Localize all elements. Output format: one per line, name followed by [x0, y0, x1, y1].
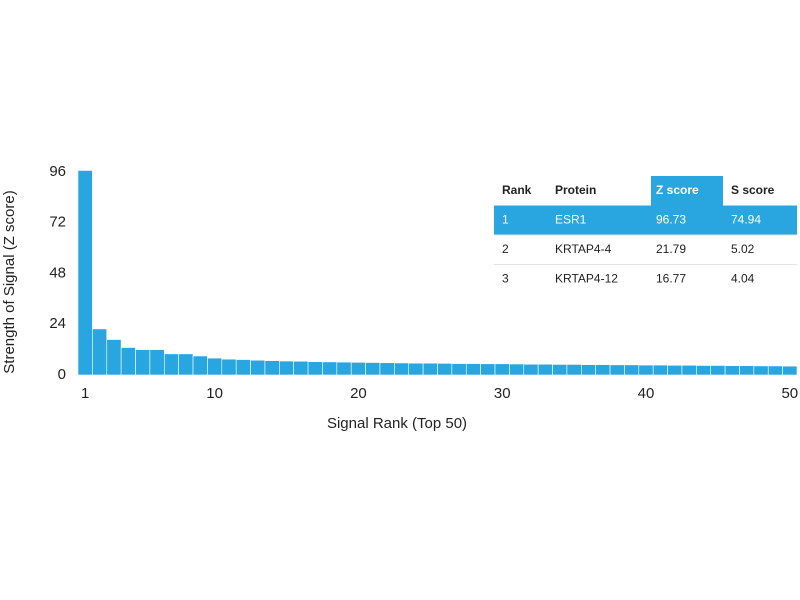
table-cell: 3: [502, 271, 509, 285]
bar: [149, 349, 165, 376]
x-tick-label: 10: [206, 385, 223, 402]
table-cell: 2: [502, 242, 509, 256]
bar: [609, 364, 625, 376]
bar: [365, 362, 381, 376]
y-axis-title: Strength of Signal (Z score): [1, 190, 18, 373]
bar: [681, 364, 697, 376]
x-tick-label: 40: [638, 385, 655, 402]
bar: [408, 362, 424, 376]
bar: [221, 358, 237, 376]
bar: [192, 355, 208, 376]
table-header: Rank: [502, 183, 532, 197]
table-header: Protein: [555, 183, 596, 197]
bar: [279, 360, 295, 376]
bar: [422, 362, 438, 376]
bar: [437, 363, 453, 376]
table-cell: 16.77: [656, 271, 686, 285]
x-tick-label: 50: [781, 385, 798, 402]
bar: [92, 328, 108, 376]
bar: [322, 361, 338, 376]
bar: [120, 347, 136, 376]
table-cell: 96.73: [656, 212, 686, 226]
bar: [293, 360, 309, 376]
x-tick-label: 1: [81, 385, 89, 402]
bar: [509, 363, 525, 376]
table-cell: 1: [502, 212, 509, 226]
bar: [106, 339, 122, 376]
bar: [77, 170, 93, 376]
table-cell: KRTAP4-12: [555, 271, 618, 285]
bar: [552, 364, 568, 376]
bar: [537, 363, 553, 376]
bar: [696, 365, 712, 376]
table-cell: 5.02: [731, 242, 755, 256]
table-cell: 4.04: [731, 271, 755, 285]
bar: [264, 360, 280, 376]
table-cell: 21.79: [656, 242, 686, 256]
x-axis-title: Signal Rank (Top 50): [327, 415, 467, 432]
bar: [782, 365, 798, 376]
bar: [566, 364, 582, 376]
table-header: S score: [731, 183, 775, 197]
bar: [580, 364, 596, 376]
y-tick-label: 96: [49, 163, 66, 180]
bar: [494, 363, 510, 376]
bar: [638, 364, 654, 376]
y-tick-label: 72: [49, 214, 66, 231]
bar: [480, 363, 496, 376]
x-tick-label: 20: [350, 385, 367, 402]
bar: [250, 359, 266, 376]
bar: [178, 353, 194, 376]
row-highlight: [494, 205, 797, 235]
bar: [336, 361, 352, 376]
bar: [753, 365, 769, 376]
bar: [667, 364, 683, 376]
bar: [652, 364, 668, 376]
bar: [595, 364, 611, 376]
bar: [710, 365, 726, 376]
table-cell: 74.94: [731, 212, 761, 226]
table-cell: KRTAP4-4: [555, 242, 612, 256]
table-header: Z score: [656, 183, 699, 197]
bar: [739, 365, 755, 376]
bar: [207, 357, 223, 376]
bar: [163, 353, 179, 376]
y-tick-label: 0: [58, 366, 66, 383]
bar: [451, 363, 467, 376]
y-tick-label: 48: [49, 264, 66, 281]
bar: [624, 364, 640, 376]
bar: [135, 349, 151, 376]
header-highlight: [651, 176, 723, 206]
bar: [724, 365, 740, 376]
bar: [394, 362, 410, 376]
bar: [307, 361, 323, 376]
bar: [767, 365, 783, 376]
bar: [523, 363, 539, 376]
y-tick-label: 24: [49, 315, 66, 332]
bar: [379, 362, 395, 376]
bar: [350, 362, 366, 376]
x-tick-label: 30: [494, 385, 511, 402]
table-cell: ESR1: [555, 212, 587, 226]
bar: [235, 359, 251, 376]
bar: [465, 363, 481, 376]
